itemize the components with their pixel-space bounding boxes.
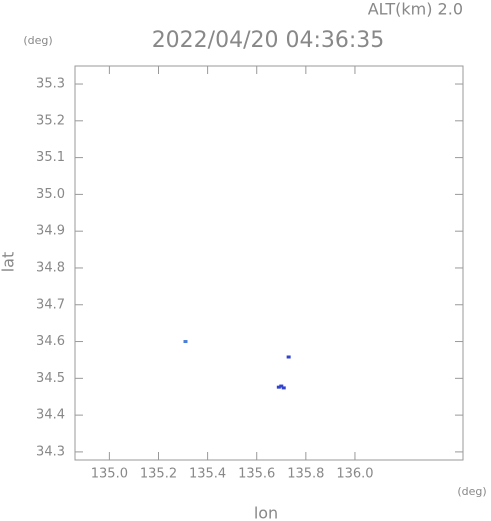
- scatter-point: [281, 386, 286, 390]
- x-tick-label: 135.8: [287, 467, 324, 482]
- y-tick-label: 34.5: [36, 371, 65, 386]
- y-tick-label: 35.3: [36, 77, 65, 92]
- x-axis-label: lon: [254, 504, 278, 521]
- y-tick-label: 34.6: [36, 334, 65, 349]
- y-tick-label: 34.3: [36, 444, 65, 459]
- scatter-point: [279, 384, 284, 388]
- y-tick-label: 34.9: [36, 224, 65, 239]
- y-tick-label: 35.2: [36, 113, 65, 128]
- scatter-point: [286, 355, 291, 359]
- altitude-annotation: ALT(km) 2.0: [368, 0, 463, 19]
- y-unit: (deg): [23, 34, 52, 47]
- y-tick-label: 35.0: [36, 187, 65, 202]
- x-tick-label: 135.4: [189, 467, 226, 482]
- x-tick-label: 135.6: [238, 467, 275, 482]
- x-tick-label: 136.0: [336, 467, 373, 482]
- y-tick-label: 34.7: [36, 297, 65, 312]
- scatter-point: [183, 340, 188, 344]
- scatter-point: [276, 385, 281, 389]
- x-unit: (deg): [457, 485, 486, 498]
- y-axis-label: lat: [0, 252, 18, 273]
- x-tick-label: 135.0: [91, 467, 128, 482]
- x-tick-label: 135.2: [140, 467, 177, 482]
- y-tick-label: 35.1: [36, 150, 65, 165]
- plot-frame: [74, 65, 464, 461]
- y-tick-label: 34.4: [36, 408, 65, 423]
- chart-title: 2022/04/20 04:36:35: [152, 28, 385, 53]
- y-tick-label: 34.8: [36, 260, 65, 275]
